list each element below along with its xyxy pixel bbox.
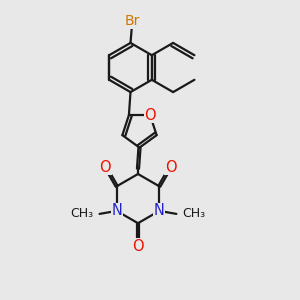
Text: Br: Br: [124, 14, 140, 28]
Text: O: O: [99, 160, 111, 175]
Text: CH₃: CH₃: [70, 207, 94, 220]
Text: N: N: [111, 203, 122, 218]
Text: O: O: [165, 160, 177, 175]
Text: O: O: [144, 107, 156, 122]
Text: N: N: [154, 203, 165, 218]
Text: O: O: [132, 239, 144, 254]
Text: CH₃: CH₃: [182, 207, 206, 220]
